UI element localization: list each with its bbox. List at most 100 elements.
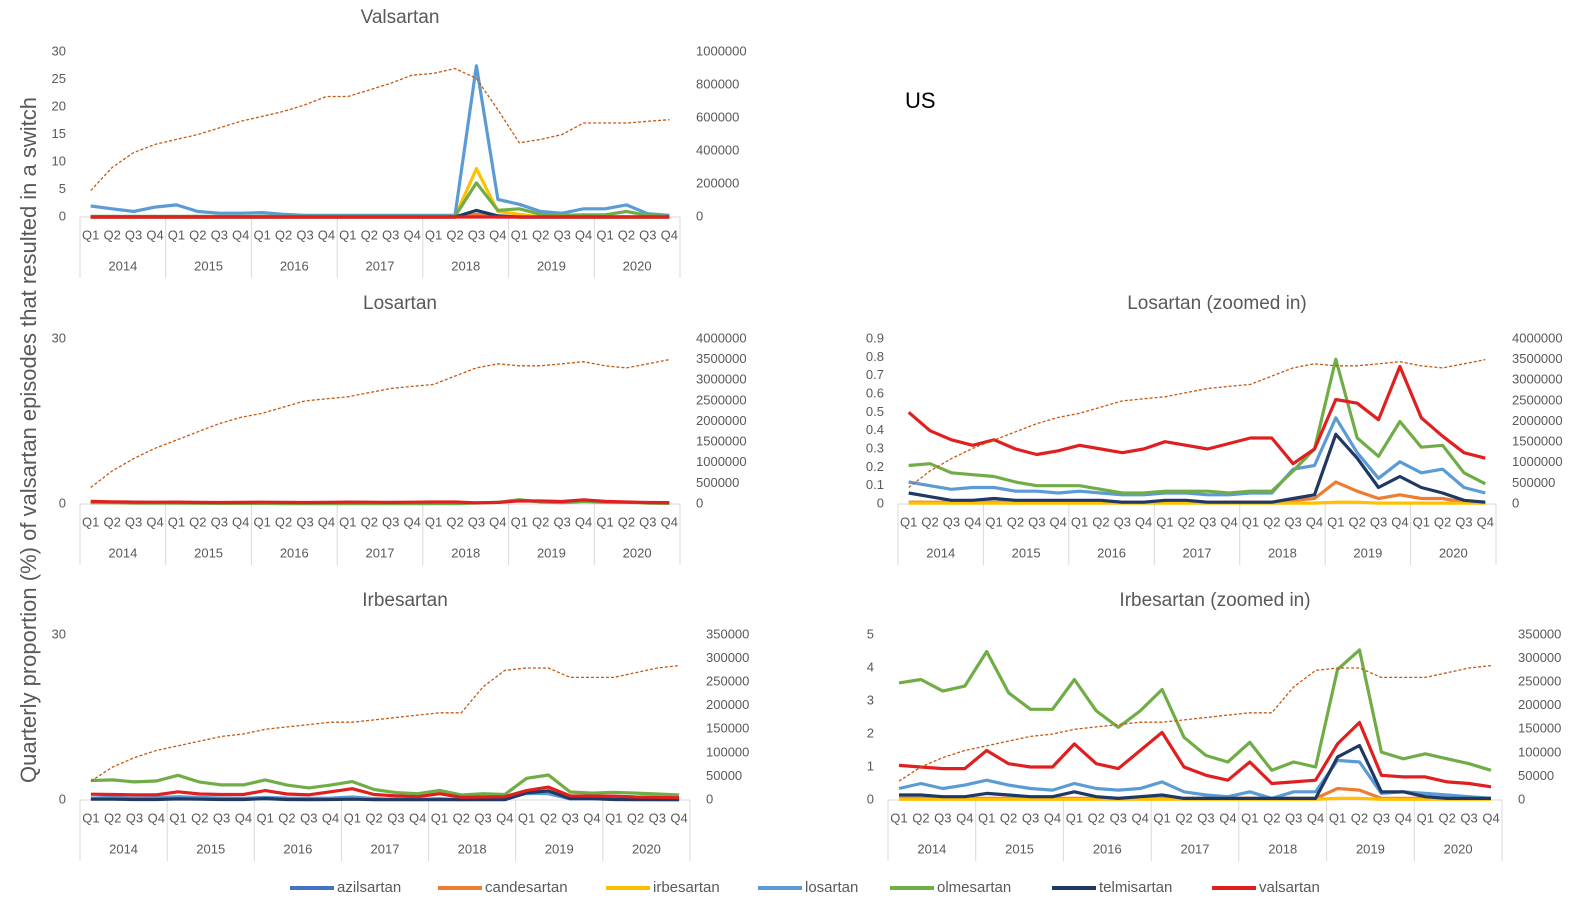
x-tick-label: Q2 [275,227,292,242]
x-tick-label: Q3 [639,514,656,529]
y2-tick-label: 100000 [706,744,749,759]
x-tick-label: Q1 [890,810,907,825]
x-group-label: 2018 [1268,841,1297,856]
x-tick-label: Q4 [235,810,252,825]
y2-tick-label: 150000 [706,721,749,736]
y-tick-label: 0 [59,208,66,223]
x-group-label: 2014 [917,841,946,856]
y-tick-label: 10 [52,153,66,168]
x-tick-label: Q4 [1482,810,1499,825]
y-tick-label: 15 [52,126,66,141]
x-tick-label: Q4 [318,514,335,529]
y2-tick-label: 1500000 [696,434,747,449]
x-tick-label: Q3 [1028,514,1045,529]
x-group-label: 2017 [366,545,395,560]
y2-tick-label: 50000 [1518,768,1554,783]
series-line [899,743,1491,800]
y2-tick-label: 1000000 [1512,454,1563,469]
y-tick-label: 5 [59,181,66,196]
dashed-line [898,664,1492,782]
x-tick-label: Q4 [148,810,165,825]
x-tick-label: Q4 [1044,810,1061,825]
x-tick-label: Q2 [1000,810,1017,825]
y2-tick-label: 250000 [1518,674,1561,689]
x-tick-label: Q3 [296,514,313,529]
series-line [90,773,680,797]
y-tick-label: 3 [867,692,874,707]
x-tick-label: Q3 [296,227,313,242]
x-tick-label: Q3 [1110,810,1127,825]
x-group-label: 2019 [537,258,566,273]
x-group-label: 2017 [371,841,400,856]
x-group-label: 2018 [451,258,480,273]
series-line [908,357,1487,495]
x-tick-label: Q4 [146,514,163,529]
y-tick-label: 30 [52,43,66,58]
y2-tick-label: 4000000 [696,330,747,345]
x-tick-label: Q3 [1114,514,1131,529]
series-line [90,498,670,505]
x-tick-label: Q3 [125,227,142,242]
x-tick-label: Q4 [1219,810,1236,825]
x-group-label: 2020 [623,545,652,560]
x-group-label: 2019 [1353,545,1382,560]
x-tick-label: Q2 [1175,810,1192,825]
x-tick-label: Q2 [540,810,557,825]
x-tick-label: Q2 [275,514,292,529]
x-tick-label: Q1 [596,227,613,242]
x-tick-label: Q2 [361,514,378,529]
x-group-label: 2019 [545,841,574,856]
y-tick-label: 0.8 [866,349,884,364]
x-tick-label: Q4 [1307,810,1324,825]
y2-tick-label: 200000 [706,697,749,712]
x-group-label: 2020 [632,841,661,856]
x-tick-label: Q2 [1263,810,1280,825]
x-tick-label: Q3 [382,227,399,242]
y-tick-label: 20 [52,98,66,113]
y-tick-label: 0.4 [866,422,884,437]
x-tick-label: Q3 [1199,514,1216,529]
y2-tick-label: 3000000 [696,372,747,387]
chart-title: Irbesartan (zoomed in) [1119,590,1310,611]
x-tick-label: Q4 [489,227,506,242]
x-tick-label: Q2 [532,514,549,529]
x-group-label: 2017 [366,258,395,273]
dashed-line [90,358,670,489]
x-tick-label: Q3 [1022,810,1039,825]
y-tick-label: 0.5 [866,404,884,419]
x-tick-label: Q4 [1477,514,1494,529]
x-group-label: 2015 [1005,841,1034,856]
x-group-label: 2017 [1181,841,1210,856]
x-tick-label: Q3 [562,810,579,825]
x-tick-label: Q1 [339,227,356,242]
x-tick-label: Q4 [661,227,678,242]
x-tick-label: Q2 [104,810,121,825]
y-tick-label: 30 [52,626,66,641]
y2-tick-label: 4000000 [1512,330,1563,345]
x-group-label: 2016 [280,545,309,560]
x-tick-label: Q4 [670,810,687,825]
x-tick-label: Q3 [1197,810,1214,825]
x-tick-label: Q2 [103,514,120,529]
x-tick-label: Q2 [278,810,295,825]
y-tick-label: 0 [59,791,66,806]
y2-tick-label: 300000 [1518,650,1561,665]
x-tick-label: Q1 [169,810,186,825]
y-tick-label: 5 [867,626,874,641]
x-group-label: 2014 [108,545,137,560]
x-tick-label: Q1 [1241,810,1258,825]
dashed-line [90,67,670,192]
legend-label: azilsartan [337,879,401,896]
x-tick-label: Q4 [661,514,678,529]
series-line [90,789,680,802]
legend-label: valsartan [1259,879,1320,896]
x-tick-label: Q2 [1439,810,1456,825]
x-tick-label: Q3 [387,810,404,825]
x-tick-label: Q3 [943,514,960,529]
x-tick-label: Q1 [605,810,622,825]
x-group-label: 2014 [108,258,137,273]
series-line [90,64,670,217]
series-line [898,648,1492,772]
x-tick-label: Q2 [921,514,938,529]
y-tick-label: 0.6 [866,385,884,400]
